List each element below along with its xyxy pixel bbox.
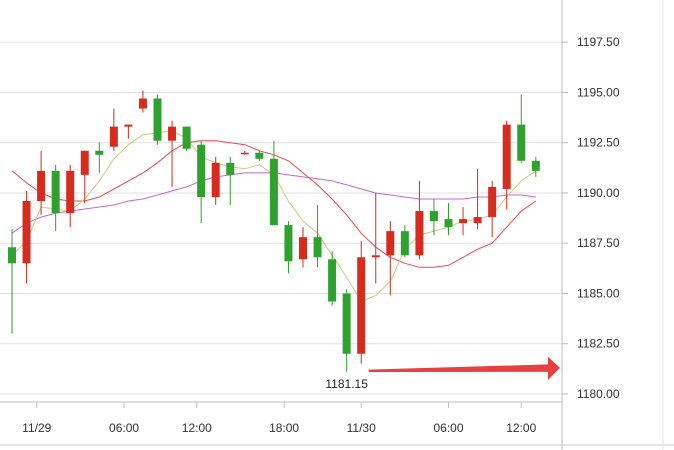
candle-body-up — [371, 255, 380, 258]
candle-body-down — [284, 225, 293, 262]
x-tick-label: 06:00 — [433, 421, 463, 435]
candle-body-up — [415, 211, 424, 256]
candle-body-up — [488, 186, 497, 218]
low-price-label: 1181.15 — [325, 377, 368, 391]
candle-body-up — [459, 219, 468, 224]
candle-body-up — [211, 162, 220, 197]
y-tick-label: 1195.00 — [577, 85, 620, 99]
y-tick-label: 1182.50 — [577, 337, 620, 351]
candle-body-up — [473, 217, 482, 224]
candle-body-up — [386, 231, 395, 256]
y-tick-label: 1185.00 — [577, 286, 620, 300]
candle-body-down — [226, 162, 235, 175]
candle-body-down — [182, 126, 191, 149]
candle-body-down — [255, 152, 264, 159]
candle-body-up — [240, 152, 249, 155]
y-tick-label: 1187.50 — [577, 236, 620, 250]
x-tick-label: 11/29 — [22, 421, 51, 435]
candle-body-down — [8, 247, 16, 264]
candle-body-up — [124, 124, 133, 127]
candles — [8, 90, 540, 372]
candle-body-up — [37, 170, 46, 201]
x-tick-label: 12:00 — [506, 421, 536, 435]
candle-body-up — [109, 126, 118, 147]
candle-body-down — [95, 150, 104, 155]
candle-body-up — [22, 201, 31, 264]
candle-body-up — [357, 257, 366, 354]
candle-body-down — [429, 211, 438, 222]
candle-body-down — [328, 259, 337, 302]
x-tick-label: 18:00 — [269, 421, 299, 435]
candle-body-down — [517, 124, 526, 161]
candle-body-down — [444, 219, 453, 228]
low-price-annotation: 1181.15 — [325, 356, 560, 391]
x-tick-label: 12:00 — [182, 421, 212, 435]
y-tick-label: 1192.50 — [577, 136, 620, 150]
candle-body-down — [342, 293, 351, 354]
candle-body-up — [138, 98, 147, 109]
candle-body-down — [51, 170, 60, 214]
candle-body-up — [502, 124, 511, 189]
candle-body-up — [66, 170, 75, 214]
arrow-icon — [368, 356, 560, 380]
candle-body-up — [80, 150, 89, 175]
x-tick-label: 06:00 — [109, 421, 139, 435]
y-tick-label: 1190.00 — [577, 186, 620, 200]
candle-body-down — [153, 98, 162, 141]
candle-body-down — [197, 144, 206, 197]
candle-body-up — [299, 237, 307, 260]
candle-body-down — [269, 158, 278, 226]
y-tick-label: 1197.50 — [577, 35, 620, 49]
candle-body-down — [313, 237, 322, 258]
x-tick-label: 11/30 — [347, 421, 376, 435]
candle-body-down — [531, 160, 540, 171]
grid — [0, 41, 562, 395]
candle-body-up — [168, 126, 177, 141]
y-tick-label: 1180.00 — [577, 387, 620, 401]
candle-body-down — [400, 231, 409, 256]
